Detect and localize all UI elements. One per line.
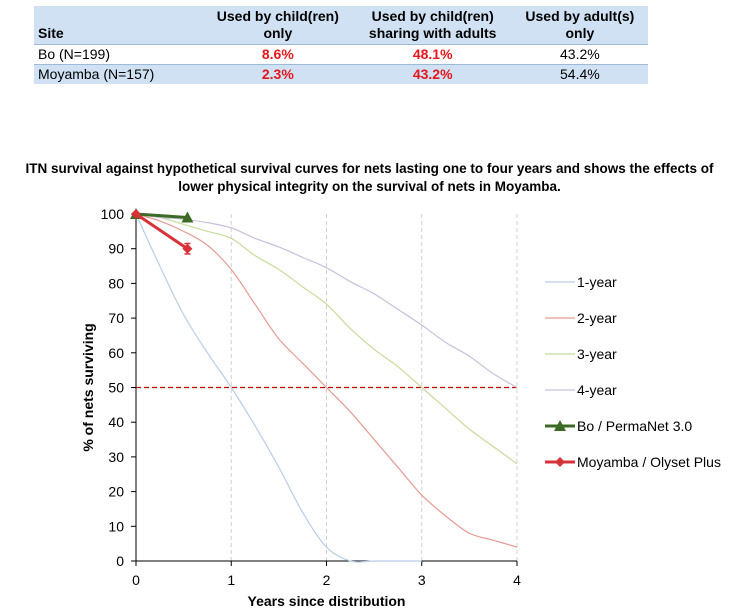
y-axis-title: % of nets surviving xyxy=(80,323,96,451)
y-tick-label: 40 xyxy=(108,414,124,430)
table-header-cell: Used by adult(s) only xyxy=(511,6,648,45)
x-tick-label: 3 xyxy=(418,572,426,588)
legend-label-moyamba-olyset-plus: Moyamba / Olyset Plus xyxy=(577,454,721,470)
table-header-cell: Site xyxy=(34,6,202,45)
y-tick-label: 100 xyxy=(101,206,125,222)
y-tick-label: 70 xyxy=(108,310,124,326)
x-axis-title: Years since distribution xyxy=(248,593,406,609)
table-header-row: Site Used by child(ren) only Used by child(… xyxy=(34,6,648,45)
table-cell-site: Bo (N=199) xyxy=(34,44,202,65)
legend-label-2-year: 2-year xyxy=(577,310,617,326)
x-tick-label: 0 xyxy=(132,572,140,588)
y-tick-label: 10 xyxy=(108,518,124,534)
table-row: Moyamba (N=157) 2.3% 43.2% 54.4% xyxy=(34,64,648,84)
series-line-1-year xyxy=(135,213,422,563)
series-line-bo-permanet-3-0 xyxy=(135,212,188,219)
table-cell-children-only: 2.3% xyxy=(202,64,354,84)
table-cell-sharing: 48.1% xyxy=(353,44,512,65)
legend-label-3-year: 3-year xyxy=(577,346,617,362)
table-header-cell: Used by child(ren) only xyxy=(202,6,354,45)
series-line-3-year xyxy=(135,213,518,465)
table-cell-sharing: 43.2% xyxy=(353,64,512,84)
table-cell-adults-only: 43.2% xyxy=(511,44,648,65)
table-header-cell: Used by child(ren) sharing with adults xyxy=(353,6,512,45)
series-line-2-year xyxy=(135,213,518,548)
chart-title: ITN survival against hypothetical surviv… xyxy=(25,161,714,194)
table-row: Bo (N=199) 8.6% 48.1% 43.2% xyxy=(34,44,648,65)
x-tick-label: 4 xyxy=(513,572,521,588)
legend-marker-bo-permanet-3-0 xyxy=(554,420,566,431)
y-tick-label: 50 xyxy=(108,380,124,396)
legend-label-1-year: 1-year xyxy=(577,274,617,290)
data-point-moyamba-olyset-plus xyxy=(182,243,193,254)
data-point-bo-permanet-3-0 xyxy=(181,211,194,223)
y-tick-label: 0 xyxy=(116,553,124,569)
y-tick-label: 60 xyxy=(108,345,124,361)
y-tick-label: 80 xyxy=(108,275,124,291)
series-line-moyamba-olyset-plus xyxy=(135,212,189,250)
data-point-moyamba-olyset-plus xyxy=(131,209,141,219)
net-usage-table: Site Used by child(ren) only Used by child(… xyxy=(34,6,648,84)
x-tick-label: 1 xyxy=(227,572,235,588)
legend-label-bo-permanet-3-0: Bo / PermaNet 3.0 xyxy=(577,418,692,434)
legend-marker-moyamba-olyset-plus xyxy=(555,457,565,467)
x-tick-label: 2 xyxy=(323,572,331,588)
series-line-4-year xyxy=(135,213,518,389)
y-tick-label: 90 xyxy=(108,241,124,257)
y-tick-label: 30 xyxy=(108,449,124,465)
legend-label-4-year: 4-year xyxy=(577,382,617,398)
table-cell-adults-only: 54.4% xyxy=(511,64,648,84)
y-tick-label: 20 xyxy=(108,484,124,500)
table-cell-site: Moyamba (N=157) xyxy=(34,64,202,84)
table-cell-children-only: 8.6% xyxy=(202,44,354,65)
